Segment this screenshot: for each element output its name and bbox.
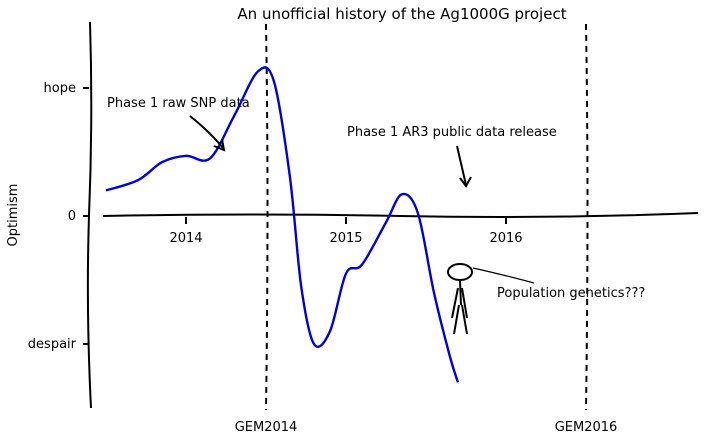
y-tick-label: 0 [68,209,76,224]
vertical-markers: GEM2014 GEM2016 [235,23,618,435]
x-zero-line [102,212,699,218]
vline-label: GEM2016 [555,420,618,435]
annotation-popgen: Population genetics??? [472,267,645,301]
x-tick-label: 2014 [169,231,202,246]
annotation-text: Population genetics??? [497,286,645,301]
y-tick-label: hope [44,81,76,96]
x-tick-label: 2015 [329,231,362,246]
annotation-arrow [189,115,224,149]
annotation-line [472,267,535,284]
annotation-arrow [456,145,467,186]
x-tick-label: 2016 [489,231,522,246]
annotation-phase1-ar3: Phase 1 AR3 public data release [347,125,557,188]
y-axis-label: Optimism [6,184,21,247]
vline-marker [265,23,269,411]
chart-title: An unofficial history of the Ag1000G pro… [237,5,566,23]
series-layer [105,66,460,383]
vline-marker [585,23,589,411]
vline-label: GEM2014 [235,420,298,435]
annotation-arrowhead [459,176,472,188]
stick-figure-icon [447,263,473,335]
axes [86,21,699,409]
annotation-text: Phase 1 AR3 public data release [347,125,557,140]
annotation-arrowhead [213,138,226,152]
series-line [105,66,460,383]
annotation-text: Phase 1 raw SNP data [107,96,250,111]
annotation-phase1-raw: Phase 1 raw SNP data [107,96,250,152]
tick-labels: hope 0 despair 2014 2015 2016 [28,81,523,352]
y-tick-label: despair [28,337,77,352]
